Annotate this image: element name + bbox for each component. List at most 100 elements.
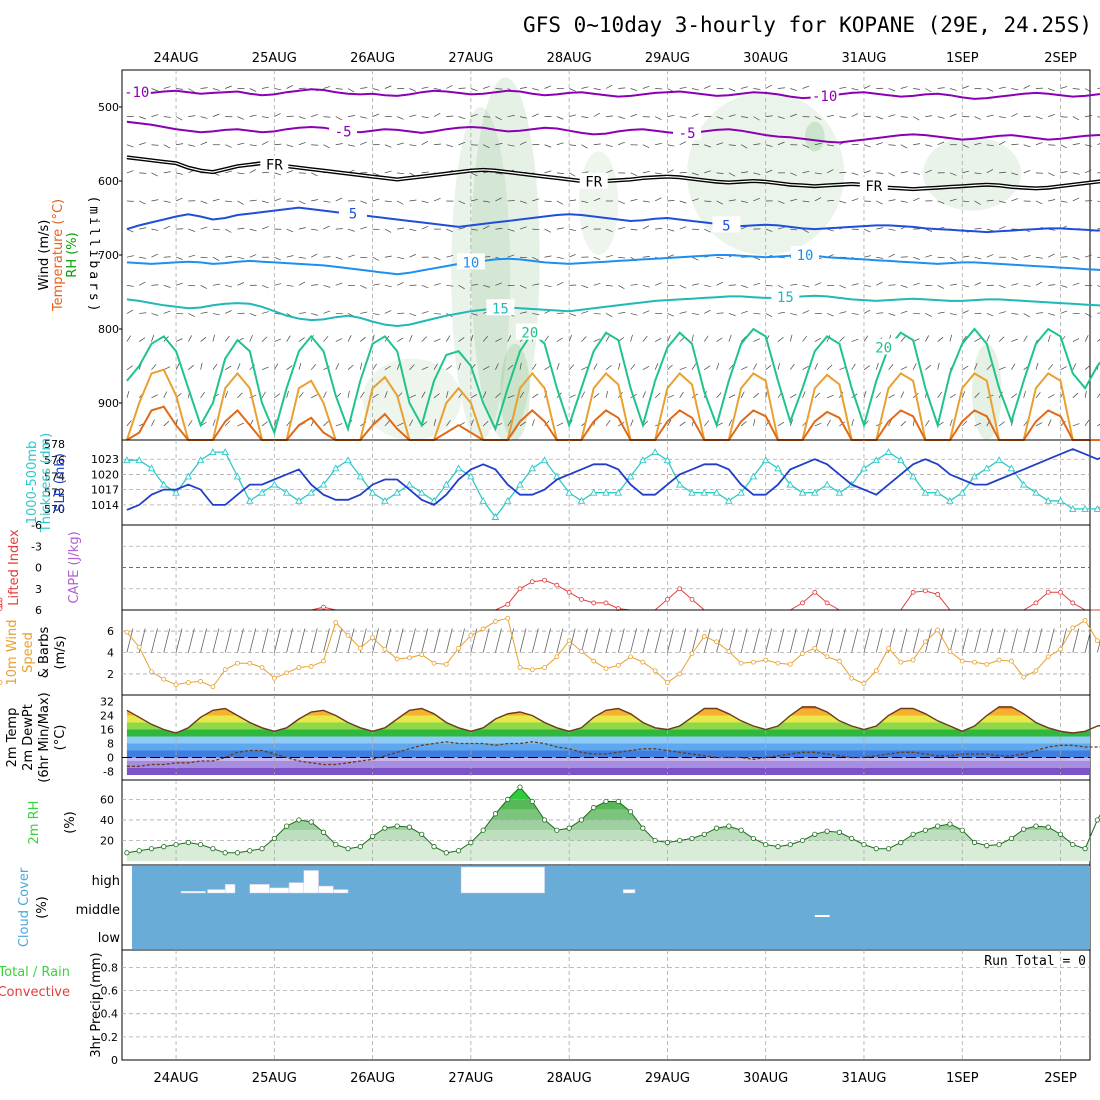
contour-label-bg	[810, 86, 839, 103]
wind-barb	[753, 363, 758, 370]
rh-point	[861, 841, 867, 848]
wind-barb	[175, 338, 183, 342]
wind-barb	[789, 419, 794, 427]
wind-speed-point	[493, 619, 498, 624]
wind-barb	[814, 392, 821, 399]
wind-barb	[826, 364, 833, 370]
wind-barb	[753, 338, 760, 342]
wind-barb	[225, 144, 232, 148]
wind-barb	[139, 312, 147, 314]
wind-barb	[703, 335, 709, 342]
wind-barb	[728, 394, 736, 399]
rh-band	[126, 787, 1090, 800]
wind-barb	[1023, 390, 1026, 398]
wind-barb	[298, 392, 304, 399]
top-date-axis: 24AUG 25AUG 26AUG 27AUG 28AUG 29AUG 30AUG 31AUG…	[154, 51, 1077, 66]
wind-barb	[274, 143, 282, 146]
wind-barb	[654, 337, 662, 342]
wind-barb	[827, 114, 835, 117]
wind-barb	[200, 200, 208, 204]
wind-barb	[765, 284, 773, 287]
surface-wind-barb	[187, 628, 195, 653]
wind-barb	[802, 170, 810, 174]
wind-barb	[495, 197, 502, 202]
wind-barb	[593, 393, 600, 399]
wind-barb	[421, 226, 429, 230]
wind-barb	[1023, 170, 1031, 174]
wind-barb	[691, 313, 699, 315]
wind-barb	[335, 197, 343, 202]
wind-barb	[569, 114, 576, 117]
lifted-index-point	[321, 604, 326, 610]
rh-point	[763, 841, 769, 848]
wind-barb	[458, 227, 466, 230]
wind-barb	[655, 142, 663, 146]
rh-tick-label: 40	[100, 814, 114, 827]
thickness-point	[430, 496, 438, 504]
thickness-point	[774, 464, 782, 472]
wind-barb	[188, 254, 196, 258]
wind-barb	[654, 363, 659, 370]
wind-barb	[458, 142, 466, 146]
wind-barb	[151, 114, 159, 117]
wind-barb	[925, 88, 932, 93]
wind-barb	[777, 421, 785, 427]
wind-barb	[642, 225, 650, 230]
top-date-label: 24AUG	[154, 51, 199, 66]
wind-barb	[200, 226, 208, 230]
rh-point	[198, 841, 204, 848]
wind-barb	[667, 169, 674, 174]
wind-barb	[446, 365, 453, 370]
wind-barb	[618, 312, 626, 314]
wind-barb	[912, 363, 917, 370]
wind-barb	[618, 226, 626, 230]
wind-barb	[519, 285, 527, 289]
thickness-point	[946, 496, 954, 504]
wind-barb	[863, 144, 871, 148]
wind-barb	[163, 310, 171, 314]
wind-barb	[200, 256, 208, 259]
thickness-point	[749, 472, 758, 480]
contour-label: 5	[349, 207, 357, 223]
wind-barb	[446, 284, 454, 287]
wind-barb	[470, 114, 478, 117]
wind-barb	[495, 228, 503, 230]
wind-barb	[1084, 364, 1091, 370]
wind-barb	[753, 88, 761, 90]
panel-precip: 0.8 0.6 0.4 0.2 0 Run Total = 0 Total / Rain Co…	[0, 949, 1091, 1067]
wind-barb	[827, 144, 835, 147]
wind-barb	[409, 199, 417, 202]
thickness-point	[233, 472, 242, 480]
wind-speed-point	[259, 665, 265, 670]
rh-point	[750, 835, 757, 842]
thickness-point	[196, 456, 205, 464]
wind-barb	[974, 422, 982, 427]
wind-barb	[900, 391, 905, 398]
rh-point	[1057, 831, 1064, 837]
wind-barb	[568, 334, 572, 342]
precip-tick-label: 0	[111, 1054, 118, 1067]
wind-barb	[200, 391, 205, 399]
wind-barb	[949, 393, 957, 399]
rh-point	[284, 823, 290, 829]
wind-barb	[937, 141, 945, 146]
surface-wind-barb	[433, 628, 441, 653]
wind-barb	[900, 116, 908, 118]
wind-barb	[569, 144, 577, 146]
contour-label-bg	[771, 288, 800, 305]
panel-ylabel: CAPE (J/kg)	[67, 531, 82, 603]
wind-barb	[225, 284, 233, 288]
wind-barb	[876, 312, 884, 314]
rh-point	[849, 835, 855, 842]
contour-label: FR	[585, 175, 602, 191]
wind-barb	[654, 392, 661, 399]
rh-point	[799, 837, 806, 844]
wind-barb	[1011, 363, 1016, 370]
rh-point	[677, 837, 683, 844]
wind-barb	[519, 391, 525, 399]
contour--10	[126, 88, 1100, 100]
wind-barb	[679, 226, 687, 230]
li-tick-label: 6	[35, 604, 42, 617]
